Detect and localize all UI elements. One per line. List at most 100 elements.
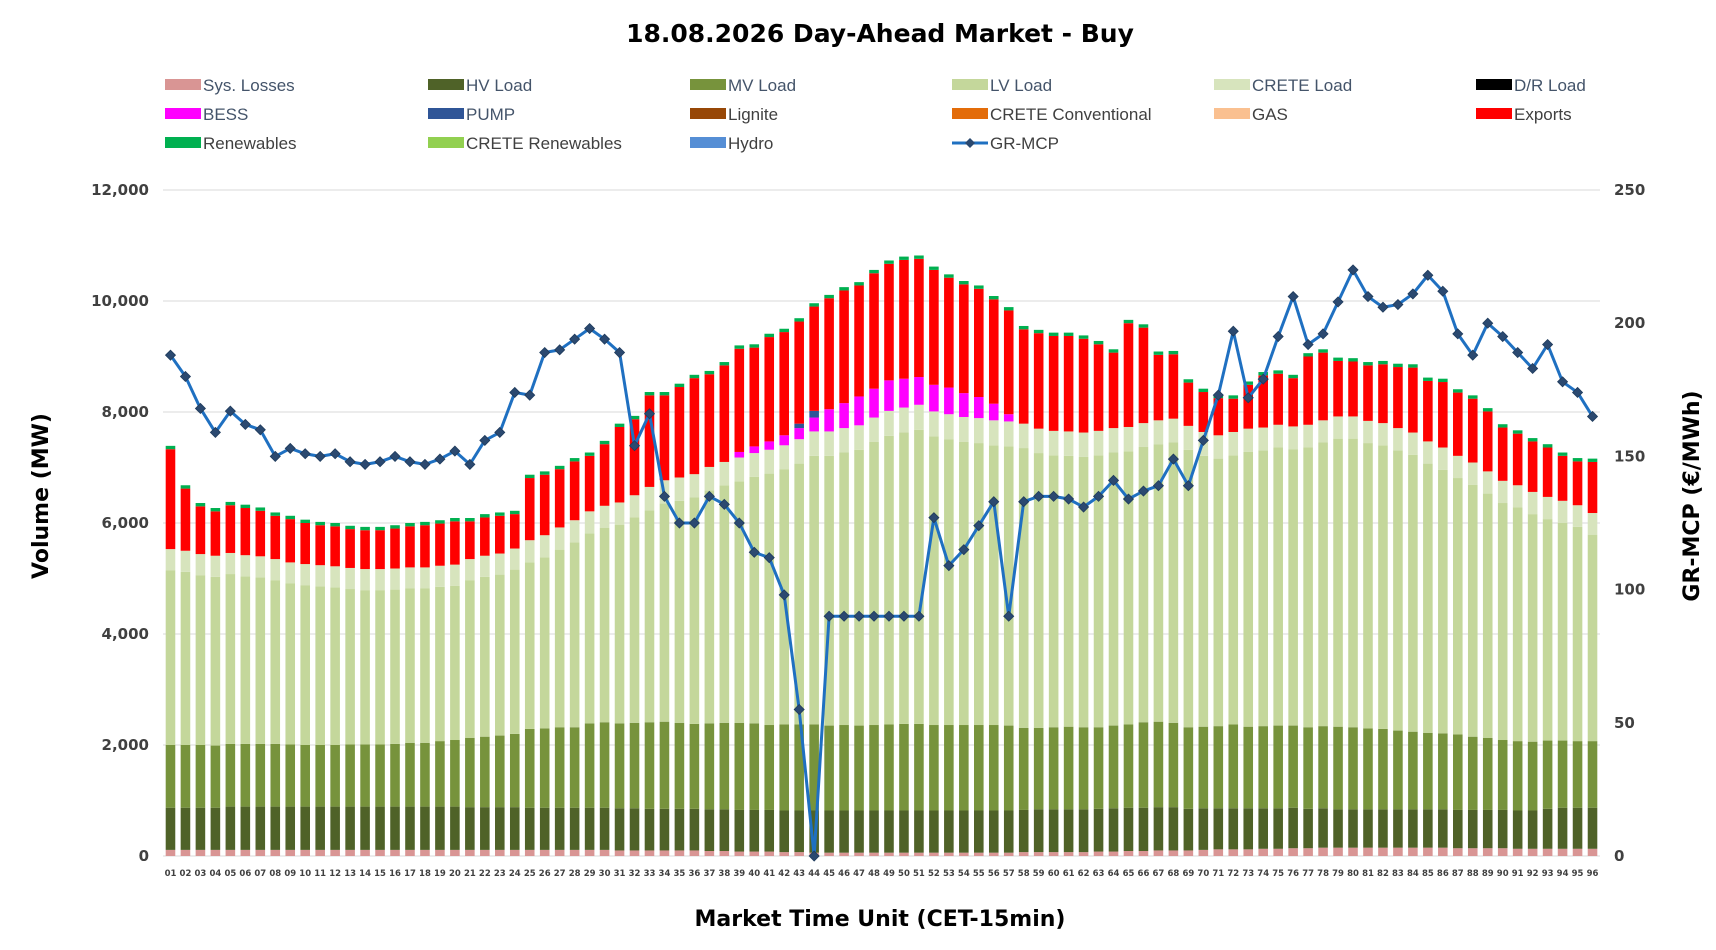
bar-bess bbox=[988, 403, 999, 421]
point-gr-mcp bbox=[853, 610, 865, 622]
bar-lv-load bbox=[824, 455, 834, 726]
bar-lv-load bbox=[1183, 449, 1194, 728]
bar-mv-load bbox=[1033, 727, 1044, 810]
bar-renewables bbox=[1078, 335, 1089, 339]
bar-hv-load bbox=[839, 810, 849, 853]
bar-sys-losses bbox=[1273, 848, 1283, 856]
bar-pump bbox=[794, 423, 804, 429]
bar-renewables bbox=[225, 501, 236, 506]
bar-lv-load bbox=[1527, 514, 1538, 742]
point-gr-mcp bbox=[464, 458, 476, 470]
bar-lv-load bbox=[1153, 444, 1164, 722]
point-gr-mcp bbox=[1018, 496, 1030, 508]
bar-lv-load bbox=[569, 542, 580, 728]
bar-crete-load bbox=[1078, 432, 1089, 457]
bar-mv-load bbox=[749, 723, 760, 810]
bar-crete-load bbox=[704, 466, 715, 491]
bar-exports bbox=[734, 348, 745, 452]
bar-bess bbox=[914, 377, 924, 405]
x-tick-label: 37 bbox=[703, 869, 715, 879]
bar-lv-load bbox=[599, 527, 610, 723]
bar-lv-load bbox=[1467, 484, 1478, 737]
point-gr-mcp bbox=[344, 456, 356, 468]
bar-hv-load bbox=[988, 810, 999, 853]
bar-crete-load bbox=[1527, 491, 1538, 515]
bar-hv-load bbox=[794, 810, 804, 853]
x-tick-label: 79 bbox=[1332, 869, 1344, 879]
bar-sys-losses bbox=[165, 849, 176, 856]
bar-crete-load bbox=[1512, 485, 1523, 508]
bar-crete-load bbox=[1153, 420, 1164, 445]
point-gr-mcp bbox=[524, 389, 536, 401]
bar-crete-load bbox=[1453, 455, 1463, 479]
point-gr-mcp bbox=[628, 440, 641, 452]
bar-crete-load bbox=[1378, 423, 1388, 446]
bar-exports bbox=[1213, 398, 1224, 436]
bar-mv-load bbox=[1527, 741, 1538, 811]
legend-label: CRETE Load bbox=[1252, 76, 1352, 95]
y2-tick-label: 100 bbox=[1614, 581, 1645, 599]
bar-renewables bbox=[944, 274, 954, 278]
bar-crete-load bbox=[959, 416, 969, 442]
bar-mv-load bbox=[1408, 731, 1418, 810]
point-gr-mcp bbox=[1512, 346, 1524, 359]
bar-sys-losses bbox=[1438, 847, 1448, 856]
bar-crete-load bbox=[1093, 430, 1104, 456]
y2-axis-ticks: 0 50 100 150 200 250 bbox=[1614, 181, 1645, 865]
bar-exports bbox=[1228, 398, 1239, 432]
bar-renewables bbox=[1303, 353, 1313, 357]
point-gr-mcp bbox=[973, 520, 985, 532]
bar-mv-load bbox=[974, 725, 984, 811]
bar-hv-load bbox=[869, 810, 879, 853]
bar-sys-losses bbox=[1243, 849, 1254, 856]
bar-lv-load bbox=[959, 441, 969, 726]
x-tick-label: 56 bbox=[988, 869, 1000, 879]
bar-renewables bbox=[854, 282, 864, 286]
chart-title: 18.08.2026 Day-Ahead Market - Buy bbox=[626, 19, 1134, 48]
bar-hv-load bbox=[524, 807, 535, 850]
point-gr-mcp bbox=[1048, 490, 1060, 502]
bar-exports bbox=[1168, 354, 1179, 419]
bar-hv-load bbox=[749, 809, 760, 852]
bar-hv-load bbox=[629, 808, 640, 851]
bar-crete-load bbox=[944, 414, 954, 440]
bar-mv-load bbox=[1348, 727, 1358, 810]
bar-renewables bbox=[1108, 349, 1119, 353]
x-tick-label: 85 bbox=[1422, 869, 1434, 879]
bar-hv-load bbox=[1467, 809, 1478, 849]
point-gr-mcp bbox=[1467, 349, 1479, 361]
bar-renewables bbox=[1438, 378, 1448, 383]
legend-swatch bbox=[690, 108, 726, 119]
bar-exports bbox=[480, 517, 490, 556]
legend-label: Exports bbox=[1514, 105, 1572, 124]
bar-hv-load bbox=[480, 807, 490, 850]
bar-lv-load bbox=[165, 570, 176, 745]
bar-lv-load bbox=[1363, 443, 1373, 729]
bar-mv-load bbox=[1467, 736, 1478, 810]
y2-tick-label: 0 bbox=[1614, 847, 1624, 865]
legend-label: HV Load bbox=[466, 76, 532, 95]
x-tick-label: 60 bbox=[1048, 869, 1060, 879]
bar-sys-losses bbox=[1318, 847, 1328, 856]
bar-sys-losses bbox=[1423, 847, 1433, 856]
bar-sys-losses bbox=[255, 849, 266, 856]
bar-sys-losses bbox=[480, 849, 490, 856]
bar-lv-load bbox=[524, 562, 535, 729]
bar-mv-load bbox=[794, 724, 804, 811]
legend-swatch bbox=[165, 137, 201, 148]
bar-renewables bbox=[1363, 362, 1373, 366]
y-axis-title: Volume (MW) bbox=[29, 413, 54, 579]
bar-sys-losses bbox=[330, 849, 340, 856]
legend-item-lv-load: LV Load bbox=[952, 76, 1052, 95]
x-tick-label: 95 bbox=[1572, 869, 1584, 879]
bar-hv-load bbox=[1048, 809, 1059, 853]
bar-crete-load bbox=[240, 555, 251, 577]
bar-renewables bbox=[1557, 452, 1568, 456]
x-tick-label: 66 bbox=[1138, 869, 1150, 879]
bar-crete-load bbox=[884, 410, 894, 436]
bar-sys-losses bbox=[959, 852, 969, 856]
bar-hv-load bbox=[300, 806, 310, 850]
bar-crete-load bbox=[509, 548, 520, 570]
x-tick-label: 36 bbox=[688, 869, 700, 879]
bar-lv-load bbox=[1003, 446, 1014, 726]
